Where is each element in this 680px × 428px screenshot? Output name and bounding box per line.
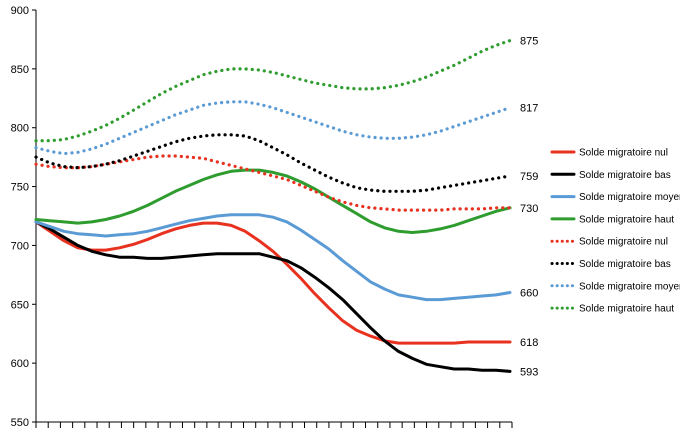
y-tick-label: 600 [11, 358, 29, 370]
y-tick-label: 700 [11, 240, 29, 252]
legend-label: Solde migratoire nul [579, 148, 668, 159]
series-line-7 [34, 38, 512, 143]
series-end-label: 730 [520, 203, 538, 215]
series-line-1 [34, 220, 512, 373]
series-end-label: 875 [520, 36, 538, 48]
legend-label: Solde migratoire nul [579, 237, 668, 248]
y-tick-label: 650 [11, 299, 29, 311]
legend-label: Solde migratoire moyen [579, 281, 680, 292]
series-line-3 [34, 168, 512, 234]
series-line-6 [34, 100, 512, 156]
legend-label: Solde migratoire haut [579, 214, 674, 225]
series-line-5 [34, 133, 512, 193]
legend-label: Solde migratoire haut [579, 304, 674, 315]
legend-label: Solde migratoire bas [579, 259, 671, 270]
legend-label: Solde migratoire bas [579, 170, 671, 181]
series-layer [34, 38, 512, 373]
legend: Solde migratoire nul Solde migratoire bas… [550, 148, 680, 315]
series-end-label: 817 [520, 103, 538, 115]
y-tick-label: 800 [11, 123, 29, 135]
y-tick-label: 850 [11, 64, 29, 76]
series-line-2 [34, 213, 512, 302]
series-end-label: 618 [520, 337, 538, 349]
series-line-0 [34, 220, 512, 345]
y-tick-label: 900 [11, 5, 29, 17]
series-end-label: 660 [520, 288, 538, 300]
series-line-4 [34, 154, 512, 212]
series-end-label: 593 [520, 366, 538, 378]
end-labels-layer: 618 593 660 730 759 817 875 [520, 36, 538, 379]
chart-axes: 550 600 650 700 750 800 850 900 [11, 5, 513, 428]
y-tick-label: 750 [11, 182, 29, 194]
legend-label: Solde migratoire moyen [579, 192, 680, 203]
series-end-label: 759 [520, 171, 538, 183]
y-tick-label: 550 [11, 417, 29, 428]
